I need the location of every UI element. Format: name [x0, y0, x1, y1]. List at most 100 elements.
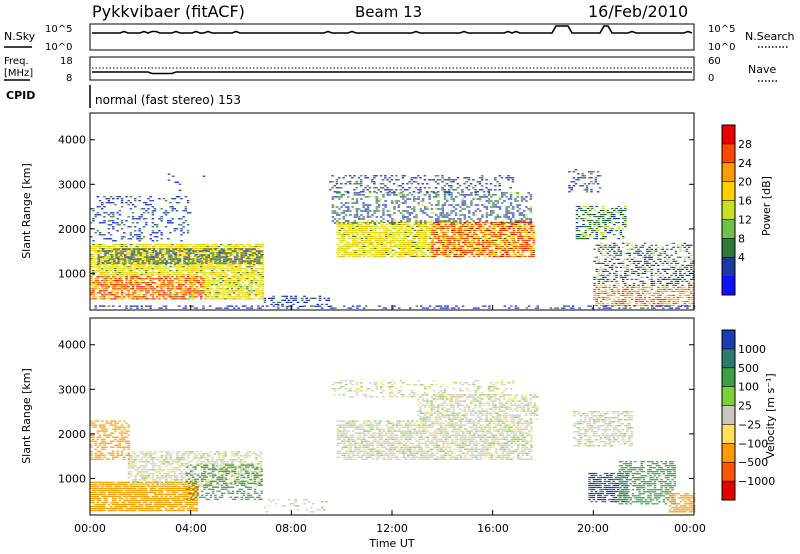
- heatmap-cell: [619, 214, 623, 216]
- heatmap-cell: [165, 260, 169, 262]
- heatmap-cell: [435, 192, 438, 194]
- heatmap-cell: [123, 288, 126, 290]
- heatmap-cell: [424, 212, 427, 214]
- heatmap-cell: [107, 202, 111, 204]
- heatmap-cell: [241, 268, 245, 270]
- heatmap-cell: [453, 235, 456, 237]
- heatmap-cell: [490, 200, 493, 202]
- heatmap-cell: [236, 256, 239, 258]
- heatmap-cell: [397, 206, 401, 208]
- heatmap-cell: [457, 241, 461, 243]
- heatmap-cell: [140, 286, 144, 288]
- heatmap-cell: [450, 210, 453, 212]
- heatmap-cell: [127, 294, 130, 296]
- heatmap-cell: [379, 187, 383, 189]
- heatmap-cell: [138, 256, 141, 258]
- heatmap-cell: [396, 239, 399, 241]
- heatmap-cell: [182, 290, 185, 292]
- heatmap-cell: [189, 298, 192, 300]
- heatmap-cell: [156, 290, 159, 292]
- heatmap-cell: [140, 216, 144, 218]
- heatmap-cell: [443, 189, 446, 191]
- heatmap-cell: [367, 245, 370, 247]
- heatmap-cell: [135, 258, 138, 260]
- heatmap-cell: [237, 272, 240, 274]
- heatmap-cell: [107, 254, 111, 256]
- heatmap-cell: [448, 243, 452, 245]
- heatmap-cell: [96, 292, 100, 294]
- heatmap-cell: [182, 296, 185, 298]
- heatmap-cell: [129, 232, 133, 234]
- heatmap-cell: [486, 243, 489, 245]
- heatmap-cell: [109, 234, 113, 236]
- heatmap-cell: [185, 258, 188, 260]
- heatmap-cell: [238, 260, 241, 262]
- heatmap-cell: [175, 282, 179, 284]
- heatmap-cell: [492, 233, 496, 235]
- heatmap-cell: [171, 244, 174, 246]
- heatmap-cell: [125, 284, 128, 286]
- heatmap-cell: [389, 239, 392, 241]
- heatmap-cell: [521, 249, 524, 251]
- heatmap-cell: [258, 262, 261, 264]
- heatmap-cell: [376, 231, 379, 233]
- heatmap-cell: [140, 268, 144, 270]
- heatmap-cell: [105, 266, 108, 268]
- heatmap-cell: [512, 235, 516, 237]
- heatmap-cell: [459, 249, 463, 251]
- heatmap-cell: [120, 264, 124, 266]
- heatmap-cell: [230, 258, 234, 260]
- heatmap-cell: [149, 200, 152, 202]
- heatmap-cell: [507, 177, 510, 179]
- heatmap-cell: [429, 247, 432, 249]
- heatmap-cell: [94, 278, 97, 280]
- heatmap-cell: [507, 210, 511, 212]
- heatmap-cell: [521, 221, 524, 223]
- heatmap-cell: [292, 299, 295, 301]
- heatmap-cell: [398, 253, 401, 255]
- heatmap-cell: [237, 266, 240, 268]
- heatmap-cell: [192, 262, 195, 264]
- heatmap-cell: [355, 202, 359, 204]
- heatmap-cell: [446, 229, 450, 231]
- heatmap-cell: [519, 255, 522, 257]
- heatmap-cell: [127, 250, 130, 252]
- heatmap-cell: [490, 235, 494, 237]
- heatmap-cell: [250, 288, 254, 290]
- heatmap-cell: [104, 256, 107, 258]
- heatmap-cell: [369, 231, 373, 233]
- heatmap-cell: [186, 270, 190, 272]
- heatmap-cell: [164, 286, 168, 288]
- heatmap-cell: [404, 251, 408, 253]
- heatmap-cell: [395, 200, 398, 202]
- heatmap-cell: [164, 268, 168, 270]
- heatmap-cell: [159, 250, 162, 252]
- heatmap-cell: [490, 229, 494, 231]
- heatmap-cell: [380, 235, 384, 237]
- heatmap-cell: [344, 183, 347, 185]
- heatmap-cell: [241, 248, 245, 250]
- heatmap-cell: [602, 216, 605, 218]
- heatmap-cell: [391, 227, 395, 229]
- heatmap-cell: [228, 296, 232, 298]
- heatmap-cell: [140, 256, 144, 258]
- heatmap-cell: [182, 280, 185, 282]
- heatmap-cell: [499, 251, 502, 253]
- heatmap-cell: [215, 264, 218, 266]
- heatmap-cell: [431, 231, 434, 233]
- heatmap-cell: [588, 205, 592, 208]
- heatmap-cell: [116, 218, 119, 220]
- heatmap-cell: [126, 252, 129, 254]
- heatmap-cell: [120, 276, 124, 278]
- heatmap-cell: [431, 249, 434, 251]
- heatmap-cell: [136, 296, 139, 298]
- heatmap-cell: [617, 288, 620, 290]
- heatmap-cell: [175, 298, 179, 300]
- heatmap-cell: [484, 239, 487, 241]
- heatmap-cell: [494, 218, 497, 220]
- heatmap-cell: [594, 177, 598, 179]
- heatmap-cell: [512, 245, 516, 247]
- heatmap-cell: [461, 204, 464, 206]
- heatmap-cell: [369, 239, 373, 241]
- heatmap-cell: [129, 234, 133, 236]
